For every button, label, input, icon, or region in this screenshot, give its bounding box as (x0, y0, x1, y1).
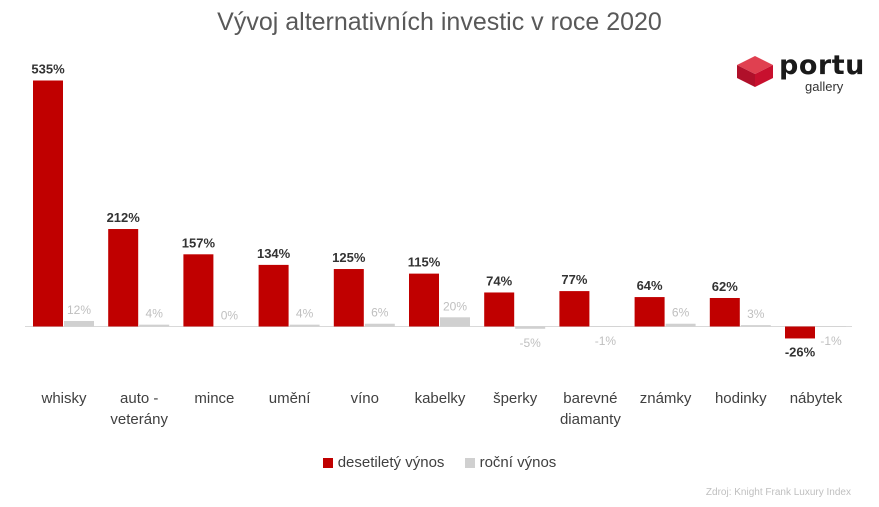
bar-1-0 (33, 80, 63, 327)
legend-swatch-series-1 (322, 457, 333, 468)
category-label-4-0: víno (351, 390, 379, 407)
data-label-1-8: 64% (637, 278, 663, 293)
legend-label-series-2: roční výnos (479, 454, 557, 471)
logo-brand: portu (779, 50, 865, 81)
source-note: Zdroj: Knight Frank Luxury Index (705, 487, 851, 498)
bar-2-3 (289, 324, 320, 327)
bar-1-9 (709, 297, 740, 327)
data-label-2-1: 4% (146, 307, 164, 321)
data-label-2-6: -5% (520, 336, 542, 350)
data-label-2-9: 3% (747, 307, 765, 321)
category-label-7-0: barevné (563, 390, 617, 407)
bar-1-1 (108, 229, 139, 327)
category-label-6-0: šperky (493, 390, 538, 407)
data-label-2-10: -1% (820, 334, 842, 348)
data-label-1-0: 535% (31, 62, 65, 77)
category-label-5-0: kabelky (415, 390, 466, 407)
bar-1-10 (785, 326, 815, 339)
bar-1-2 (183, 254, 214, 327)
bar-1-5 (409, 273, 439, 327)
data-label-2-4: 6% (371, 306, 389, 320)
data-label-1-5: 115% (408, 255, 441, 270)
category-label-0-0: whisky (40, 390, 87, 407)
data-label-2-3: 4% (296, 307, 314, 321)
bar-2-0 (64, 320, 94, 327)
cube-logo-icon (737, 56, 773, 87)
bar-1-6 (484, 292, 515, 327)
category-label-3-0: umění (269, 390, 312, 407)
data-label-2-7: -1% (595, 334, 617, 348)
logo-sub: gallery (805, 79, 844, 94)
data-label-1-10: -26% (785, 344, 816, 359)
bar-2-9 (740, 325, 771, 327)
category-label-10-0: nábytek (790, 390, 843, 407)
data-label-1-9: 62% (712, 279, 738, 294)
legend-label-series-1: desetiletý výnos (337, 454, 445, 471)
bar-2-4 (364, 323, 395, 327)
data-label-1-3: 134% (257, 246, 291, 261)
data-label-1-6: 74% (486, 273, 512, 288)
bar-chart: 535% 212% 157% 134% 125% 115% 74% 77% 64% 62% -26%… (25, 62, 852, 428)
bar-2-8 (665, 323, 696, 327)
bar-2-5 (440, 317, 470, 327)
data-label-1-1: 212% (107, 210, 141, 225)
legend-swatch-series-2 (464, 457, 475, 468)
portu-gallery-logo: portu gallery (735, 50, 864, 97)
category-label-7-1: diamanty (560, 411, 621, 428)
legend-item-series-1: desetiletý výnos (322, 454, 445, 471)
data-label-1-4: 125% (332, 250, 366, 265)
bar-1-7 (559, 291, 590, 327)
data-label-2-8: 6% (672, 306, 690, 320)
bar-2-1 (139, 324, 170, 327)
data-label-2-2: 0% (221, 309, 239, 323)
bar-1-4 (333, 269, 364, 327)
bar-1-8 (634, 297, 665, 327)
data-label-2-5: 20% (443, 299, 467, 313)
chart-legend: desetiletý výnos roční výnos (0, 454, 879, 472)
bar-1-3 (258, 264, 289, 327)
bar-2-6 (515, 326, 546, 329)
category-label-1-0: auto - (120, 390, 158, 407)
data-label-2-0: 12% (67, 303, 91, 317)
legend-item-series-2: roční výnos (464, 454, 557, 471)
category-label-2-0: mince (194, 390, 234, 407)
category-label-8-0: známky (640, 390, 692, 407)
category-label-1-1: veterány (110, 411, 168, 428)
category-label-9-0: hodinky (715, 390, 767, 407)
chart-title: Vývoj alternativních investic v roce 202… (217, 8, 662, 36)
data-label-1-7: 77% (561, 272, 587, 287)
data-label-1-2: 157% (182, 235, 216, 250)
